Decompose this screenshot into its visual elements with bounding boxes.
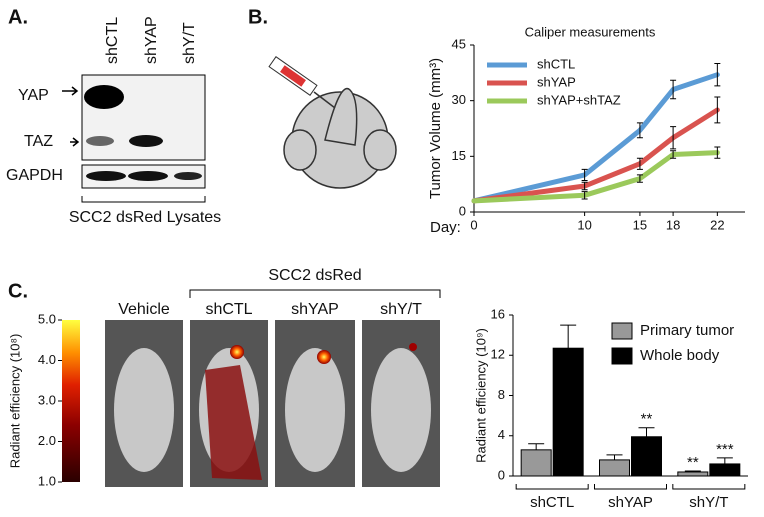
panel-label: B. (248, 6, 268, 28)
error-bar (670, 79, 677, 100)
mouse-image (105, 320, 440, 487)
bracket (189, 289, 441, 298)
error-bar (528, 443, 545, 450)
imaging-panels: Radiant efficiency (10⁸) SCC2 dsRed Vehi… (7, 267, 441, 487)
caption: SCC2 dsRed Lysates (69, 209, 221, 226)
significance: *** (716, 441, 734, 458)
panel-label: C. (8, 280, 28, 302)
panel-title: shYAP (291, 301, 339, 318)
colorbar (62, 320, 80, 482)
y-tick-label: 0 (498, 467, 505, 482)
band-label: YAP (18, 87, 49, 104)
x-tick-label: 10 (577, 217, 591, 232)
error-bar (714, 63, 721, 87)
panel-label: A. (8, 6, 28, 28)
category-bracket (672, 484, 746, 490)
bar (677, 471, 709, 477)
y-tick-label: 45 (452, 36, 466, 51)
bar (520, 449, 552, 477)
arrow (62, 86, 80, 147)
colorbar-tick-label: 4.0 (38, 352, 56, 367)
band-label: GAPDH (6, 167, 63, 184)
legend-swatch (611, 322, 633, 340)
legend-label: shCTL (537, 56, 575, 71)
panel-title: shCTL (205, 301, 252, 318)
bar (631, 436, 662, 477)
error-bar (636, 157, 643, 170)
significance: ** (687, 454, 699, 471)
x-tick-label: 0 (470, 217, 477, 232)
x-tick-label: shCTL (530, 494, 574, 511)
error-bar (684, 470, 701, 472)
colorbar-tick-label: 1.0 (38, 473, 56, 488)
bar (709, 463, 741, 477)
category-bracket (594, 484, 667, 490)
colorbar-title: Radiant efficiency (10⁸) (7, 334, 22, 469)
bracket (81, 196, 206, 203)
lane-label: shY/T (181, 22, 198, 64)
colorbar-tick-label: 3.0 (38, 392, 56, 407)
band (128, 171, 168, 181)
error-bar (714, 146, 721, 159)
lane-label: shCTL (104, 17, 121, 64)
error-bar (581, 191, 588, 200)
y-axis-label: Radiant efficiency (10⁹) (473, 328, 488, 463)
category-bracket (515, 484, 589, 490)
colorbar-tick-label: 5.0 (38, 311, 56, 326)
legend-swatch (611, 347, 633, 365)
panel-title: Vehicle (118, 301, 170, 318)
legend-label: shYAP+shTAZ (537, 92, 621, 107)
bar (599, 459, 630, 477)
y-tick-label: 15 (452, 148, 466, 163)
y-tick-label: 8 (498, 387, 505, 402)
band (129, 135, 163, 147)
error-bar (581, 168, 588, 181)
error-bar (560, 324, 577, 349)
error-bar (670, 126, 677, 150)
band (84, 85, 124, 109)
y-axis-label: Tumor Volume (mm³) (427, 58, 444, 199)
band (86, 171, 126, 181)
x-tick-label: 15 (633, 217, 647, 232)
bar (552, 347, 584, 477)
error-bar (636, 174, 643, 183)
band-label: TAZ (24, 133, 53, 150)
lane-label: shYAP (143, 16, 160, 64)
y-tick-label: 12 (491, 347, 505, 362)
x-tick-label: 18 (666, 217, 680, 232)
panel-title: shY/T (380, 301, 422, 318)
group-label: SCC2 dsRed (268, 267, 361, 284)
error-bar (638, 427, 655, 437)
band (174, 172, 202, 180)
y-tick-label: 0 (459, 203, 466, 218)
x-tick-label: shYAP (608, 494, 653, 511)
error-bar (714, 96, 721, 124)
legend-label: Primary tumor (640, 322, 734, 339)
error-bar (716, 457, 733, 464)
x-tick-label: shY/T (689, 494, 728, 511)
y-tick-label: 30 (452, 92, 466, 107)
colorbar-tick-label: 2.0 (38, 433, 56, 448)
legend-label: shYAP (537, 74, 576, 89)
chart-title: Caliper measurements (525, 24, 656, 39)
legend-label: Whole body (640, 347, 720, 364)
error-bar (636, 122, 643, 139)
error-bar (606, 454, 623, 460)
y-tick-label: 16 (491, 306, 505, 321)
y-tick-label: 4 (498, 427, 505, 442)
western-blot: shCTL shYAP shY/T YAP TAZ GAPDH SCC2 dsR… (6, 16, 221, 226)
band (86, 136, 114, 146)
x-axis-label: Day: (430, 219, 461, 236)
error-bar (581, 181, 588, 191)
error-bar (670, 150, 677, 159)
mouse-illustration (268, 56, 397, 189)
significance: ** (641, 411, 653, 428)
x-tick-label: 22 (710, 217, 724, 232)
